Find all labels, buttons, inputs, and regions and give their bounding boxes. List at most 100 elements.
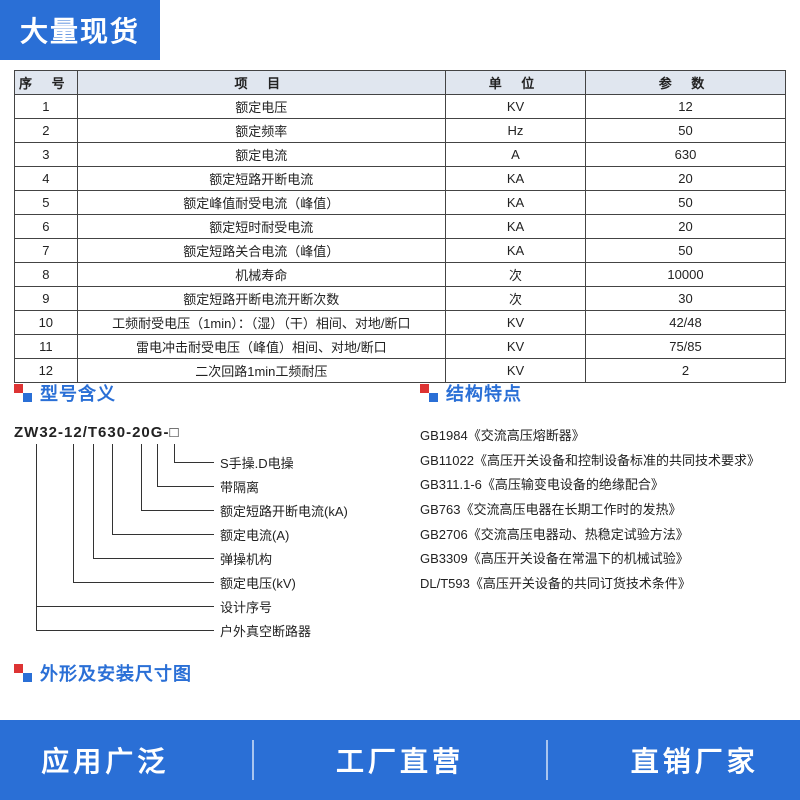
standard-row: GB1984《交流高压熔断器》 — [420, 424, 786, 449]
col-index: 序 号 — [15, 71, 78, 95]
table-cell: 75/85 — [586, 335, 786, 359]
table-cell: 6 — [15, 215, 78, 239]
table-cell: 雷电冲击耐受电压（峰值）相间、对地/断口 — [77, 335, 445, 359]
standard-row: GB2706《交流高压电器动、热稳定试验方法》 — [420, 523, 786, 548]
table-cell: 1 — [15, 95, 78, 119]
leader-vline — [36, 444, 37, 606]
table-row: 4额定短路开断电流KA20 — [15, 167, 786, 191]
leader-label: 带隔离 — [220, 477, 259, 496]
model-code: ZW32-12 / T 630-20 G - □ — [14, 424, 180, 441]
table-cell: 额定短路开断电流开断次数 — [77, 287, 445, 311]
table-cell: 10000 — [586, 263, 786, 287]
spec-header-row: 序 号 项 目 单 位 参 数 — [15, 71, 786, 95]
table-cell: 额定短时耐受电流 — [77, 215, 445, 239]
col-item: 项 目 — [77, 71, 445, 95]
leader-vline — [112, 444, 113, 534]
footer-banner: 应用广泛 工厂直营 直销厂家 — [0, 720, 800, 800]
leader-hline — [141, 510, 214, 511]
table-cell: 8 — [15, 263, 78, 287]
table-row: 3额定电流A630 — [15, 143, 786, 167]
table-cell: 额定短路开断电流 — [77, 167, 445, 191]
table-row: 9额定短路开断电流开断次数次30 — [15, 287, 786, 311]
model-meaning-section: 型号含义 ZW32-12 / T 630-20 G - □ S手操.D电操带隔离… — [14, 380, 400, 654]
standards-list: GB1984《交流高压熔断器》GB11022《高压开关设备和控制设备标准的共同技… — [420, 424, 786, 597]
standard-row: DL/T593《高压开关设备的共同订货技术条件》 — [420, 572, 786, 597]
table-cell: Hz — [446, 119, 586, 143]
section-marker-icon — [14, 384, 32, 402]
structure-section: 结构特点 GB1984《交流高压熔断器》GB11022《高压开关设备和控制设备标… — [400, 380, 786, 654]
table-cell: KV — [446, 335, 586, 359]
leader-hline — [36, 606, 214, 607]
footer-item: 工厂直营 — [336, 740, 464, 780]
table-cell: KA — [446, 191, 586, 215]
section-title-text: 结构特点 — [446, 380, 522, 406]
table-cell: 2 — [586, 359, 786, 383]
table-cell: 工频耐受电压（1min）：（湿）（干）相间、对地/断口 — [77, 311, 445, 335]
table-cell: 10 — [15, 311, 78, 335]
table-cell: 12 — [15, 359, 78, 383]
table-cell: A — [446, 143, 586, 167]
leader-label: 额定短路开断电流(kA) — [220, 501, 348, 520]
table-row: 1额定电压KV12 — [15, 95, 786, 119]
table-cell: 5 — [15, 191, 78, 215]
standard-row: GB311.1-6《高压输变电设备的绝缘配合》 — [420, 473, 786, 498]
model-segment: 12 — [64, 424, 83, 441]
table-cell: 次 — [446, 263, 586, 287]
section-title-text: 型号含义 — [40, 380, 116, 406]
model-segment: 630 — [98, 424, 126, 441]
table-row: 2额定频率Hz50 — [15, 119, 786, 143]
table-row: 11雷电冲击耐受电压（峰值）相间、对地/断口KV75/85 — [15, 335, 786, 359]
footer-separator — [546, 740, 548, 780]
leader-hline — [112, 534, 214, 535]
stock-badge: 大量现货 — [0, 0, 160, 60]
table-cell: 9 — [15, 287, 78, 311]
col-param: 参 数 — [586, 71, 786, 95]
leader-vline — [141, 444, 142, 510]
col-unit: 单 位 — [446, 71, 586, 95]
leader-label: 弹操机构 — [220, 549, 272, 568]
table-row: 6额定短时耐受电流KA20 — [15, 215, 786, 239]
table-cell: KA — [446, 215, 586, 239]
table-cell: KV — [446, 311, 586, 335]
leader-label: 额定电压(kV) — [220, 573, 296, 592]
section-marker-icon — [420, 384, 438, 402]
leader-hline — [73, 582, 214, 583]
section-title-struct: 结构特点 — [420, 380, 786, 406]
standard-row: GB763《交流高压电器在长期工作时的发热》 — [420, 498, 786, 523]
table-cell: 额定频率 — [77, 119, 445, 143]
table-cell: 12 — [586, 95, 786, 119]
table-cell: 额定峰值耐受电流（峰值） — [77, 191, 445, 215]
table-cell: 额定电流 — [77, 143, 445, 167]
table-cell: 7 — [15, 239, 78, 263]
leader-hline — [174, 462, 214, 463]
model-segment: 20 — [132, 424, 151, 441]
model-segment: T — [88, 424, 98, 441]
table-cell: 3 — [15, 143, 78, 167]
footer-separator — [252, 740, 254, 780]
section-marker-icon — [14, 664, 32, 682]
leader-label: S手操.D电操 — [220, 453, 294, 472]
table-cell: 20 — [586, 215, 786, 239]
model-diagram: ZW32-12 / T 630-20 G - □ S手操.D电操带隔离额定短路开… — [14, 424, 380, 654]
table-cell: 2 — [15, 119, 78, 143]
table-cell: KV — [446, 95, 586, 119]
section-title-text: 外形及安装尺寸图 — [40, 660, 192, 686]
spec-table-wrap: 序 号 项 目 单 位 参 数 1额定电压KV122额定频率Hz503额定电流A… — [14, 70, 786, 383]
section-title-dimensions: 外形及安装尺寸图 — [14, 660, 192, 686]
table-row: 7额定短路关合电流（峰值）KA50 — [15, 239, 786, 263]
table-cell: 50 — [586, 239, 786, 263]
leader-vline — [73, 444, 74, 582]
table-cell: 次 — [446, 287, 586, 311]
table-cell: KA — [446, 167, 586, 191]
leader-hline — [36, 630, 214, 631]
table-row: 12二次回路1min工频耐压KV2 — [15, 359, 786, 383]
table-cell: KA — [446, 239, 586, 263]
table-cell: 机械寿命 — [77, 263, 445, 287]
section-title-model: 型号含义 — [14, 380, 380, 406]
leader-vline — [157, 444, 158, 486]
spec-table: 序 号 项 目 单 位 参 数 1额定电压KV122额定频率Hz503额定电流A… — [14, 70, 786, 383]
leader-vline — [36, 606, 37, 630]
leader-label: 设计序号 — [220, 597, 272, 616]
table-cell: 4 — [15, 167, 78, 191]
leader-vline — [174, 444, 175, 462]
